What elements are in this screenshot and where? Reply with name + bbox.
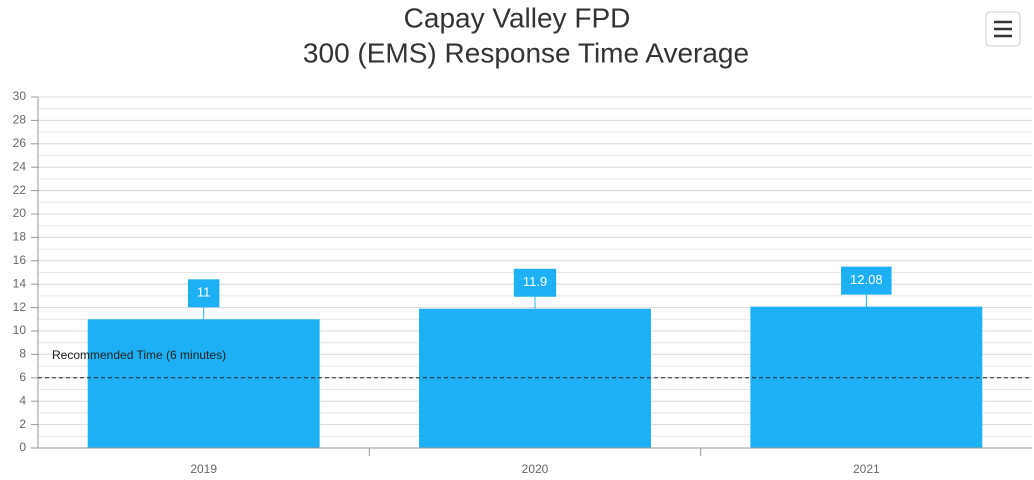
- x-tick-label: 2019: [190, 462, 217, 476]
- y-tick-label: 10: [13, 323, 27, 337]
- y-tick-label: 12: [13, 300, 27, 314]
- reference-label: Recommended Time (6 minutes): [52, 348, 226, 362]
- data-label-box: [187, 279, 220, 308]
- y-tick-label: 8: [19, 347, 26, 361]
- y-tick-label: 28: [13, 113, 27, 127]
- y-tick-label: 2: [19, 417, 26, 431]
- y-tick-label: 30: [13, 89, 27, 103]
- y-tick-label: 16: [13, 253, 27, 267]
- data-label-box: [513, 268, 557, 297]
- y-tick-label: 24: [13, 159, 27, 173]
- y-tick-label: 6: [19, 370, 26, 384]
- data-label: 11.9: [523, 274, 547, 289]
- bar: [419, 308, 651, 448]
- y-tick-label: 4: [19, 393, 26, 407]
- data-label-box: [841, 266, 892, 295]
- y-tick-label: 14: [13, 276, 27, 290]
- chart-subtitle: 300 (EMS) Response Time Average: [303, 37, 749, 68]
- menu-button[interactable]: [985, 11, 1021, 47]
- y-tick-label: 22: [13, 183, 27, 197]
- data-label: 12.08: [850, 272, 883, 287]
- chart-title: Capay Valley FPD: [404, 2, 631, 33]
- x-tick-label: 2021: [853, 462, 880, 476]
- y-tick-label: 18: [13, 230, 27, 244]
- y-tick-label: 26: [13, 136, 27, 150]
- x-tick-label: 2020: [522, 462, 549, 476]
- y-tick-label: 20: [13, 206, 27, 220]
- data-label: 11: [197, 285, 211, 300]
- y-tick-label: 0: [19, 440, 26, 454]
- bar: [87, 319, 320, 448]
